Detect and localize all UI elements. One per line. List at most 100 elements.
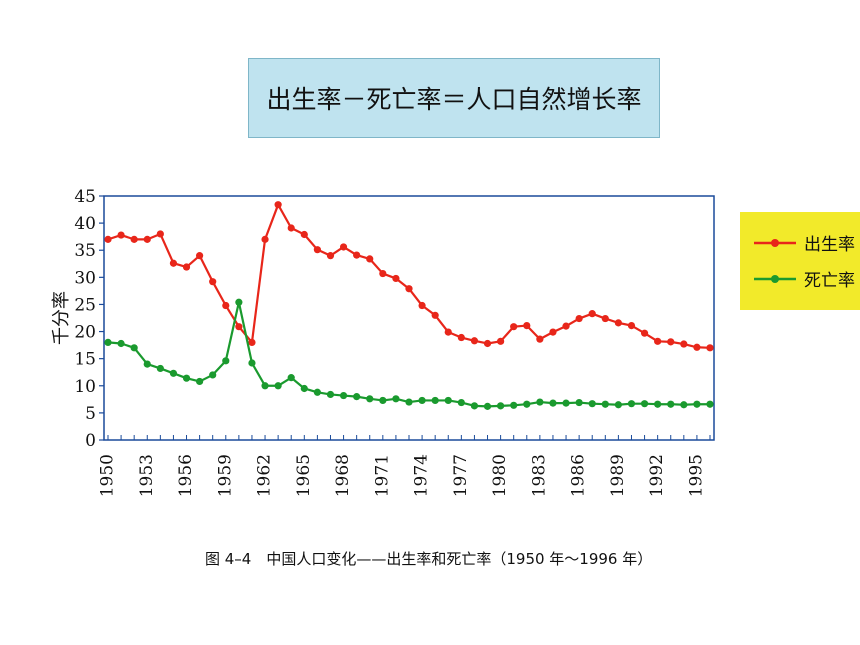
death-rate-point (300, 384, 308, 393)
death-rate-point (222, 357, 230, 365)
death-rate-point (444, 396, 452, 405)
legend-death-label: 死亡率 (804, 271, 855, 291)
birth-rate-point (261, 235, 269, 243)
death-rate-point (431, 396, 439, 405)
birth-rate-point (339, 243, 348, 251)
birth-rate-point (431, 311, 439, 319)
birth-rate-point (536, 335, 544, 343)
birth-rate-point (287, 224, 295, 232)
legend-item-death: 死亡率 (752, 266, 855, 291)
birth-rate-point (405, 285, 413, 293)
x-tick-label: 1959 (215, 454, 235, 497)
birth-rate-point (143, 235, 151, 243)
death-rate-point (117, 339, 125, 348)
birth-rate-point (562, 322, 570, 330)
death-rate-point (549, 399, 557, 407)
death-rate-point (523, 400, 531, 408)
birth-rate-point (130, 235, 138, 243)
death-rate-point (235, 298, 243, 306)
birth-rate-point (353, 251, 361, 259)
birth-rate-point (614, 319, 622, 327)
death-rate-point (339, 391, 348, 400)
birth-rate-point (156, 230, 164, 238)
death-rate-point (156, 364, 164, 373)
birth-rate-point (248, 338, 256, 346)
death-rate-point (248, 359, 256, 367)
figure-caption: 图 4–4 中国人口变化——出生率和死亡率（1950 年～1996 年） (205, 550, 653, 568)
y-tick-label: 40 (74, 214, 96, 234)
y-tick-label: 20 (74, 323, 96, 343)
birth-rate-point (640, 329, 649, 337)
birth-rate-point (549, 328, 557, 336)
x-tick-label: 1992 (647, 454, 667, 497)
death-rate-point (169, 369, 178, 377)
birth-rate-point (379, 269, 387, 278)
death-rate-point (654, 400, 662, 408)
birth-rate-point (667, 338, 675, 346)
x-tick-label: 1983 (529, 454, 549, 497)
birth-rate-point (196, 252, 204, 260)
x-tick-label: 1995 (686, 454, 706, 497)
y-tick-label: 45 (74, 187, 96, 207)
death-rate-point (418, 396, 426, 405)
death-rate-point (143, 360, 151, 368)
death-rate-point (130, 344, 138, 352)
death-rate-point (326, 390, 335, 399)
death-rate-point (510, 401, 518, 409)
death-rate-point (457, 398, 465, 407)
death-rate-point (588, 400, 596, 408)
y-tick-label: 5 (85, 404, 96, 424)
x-tick-label: 1989 (608, 454, 628, 497)
legend-death-marker (754, 274, 796, 283)
legend-item-birth: 出生率 (752, 230, 855, 255)
birth-rate-point (523, 321, 531, 330)
death-rate-point (536, 398, 544, 406)
legend: 出生率 死亡率 (740, 212, 860, 310)
death-rate-point (261, 382, 269, 390)
formula-box: 出生率－死亡率＝人口自然增长率 (248, 58, 660, 138)
birth-rate-point (497, 337, 505, 345)
y-tick-label: 15 (74, 350, 96, 370)
x-tick-label: 1965 (294, 454, 314, 497)
y-axis-label: 千分率 (51, 291, 72, 345)
birth-rate-point (470, 337, 479, 345)
death-rate-point (562, 399, 570, 407)
birth-rate-point (326, 252, 335, 260)
x-tick-label: 1962 (255, 454, 275, 497)
death-rate-point (497, 402, 505, 410)
death-rate-point (313, 388, 321, 396)
x-tick-label: 1986 (569, 454, 589, 497)
death-rate-point (640, 400, 649, 408)
x-tick-label: 1968 (333, 454, 353, 497)
x-tick-label: 1974 (412, 454, 432, 497)
x-tick-label: 1980 (490, 454, 510, 497)
death-rate-point (575, 398, 583, 407)
birth-rate-point (588, 310, 596, 318)
birth-rate-point (510, 323, 518, 331)
birth-rate-point (693, 343, 701, 351)
death-rate-point (706, 400, 714, 408)
death-rate-point (366, 395, 374, 403)
death-rate-point (196, 377, 204, 386)
birth-rate-point (169, 259, 178, 267)
death-rate-point (209, 371, 217, 379)
death-rate-point (627, 400, 636, 408)
death-rate-point (287, 374, 295, 382)
formula-text: 出生率－死亡率＝人口自然增长率 (266, 85, 642, 114)
birth-rate-point (483, 339, 492, 348)
death-rate-point (470, 402, 479, 410)
birth-rate-point (182, 263, 191, 271)
birth-rate-point (706, 344, 714, 352)
birth-rate-point (575, 314, 583, 323)
y-tick-label: 10 (74, 377, 96, 397)
birth-rate-point (680, 340, 688, 348)
birth-rate-point (222, 301, 230, 310)
death-rate-point (353, 393, 361, 401)
x-tick-label: 1977 (451, 454, 471, 497)
death-rate-point (667, 400, 675, 408)
death-rate-point (614, 401, 622, 409)
y-tick-label: 35 (74, 241, 96, 261)
x-tick-label: 1956 (176, 454, 196, 497)
y-tick-label: 25 (74, 295, 96, 315)
birth-rate-point (300, 230, 308, 239)
